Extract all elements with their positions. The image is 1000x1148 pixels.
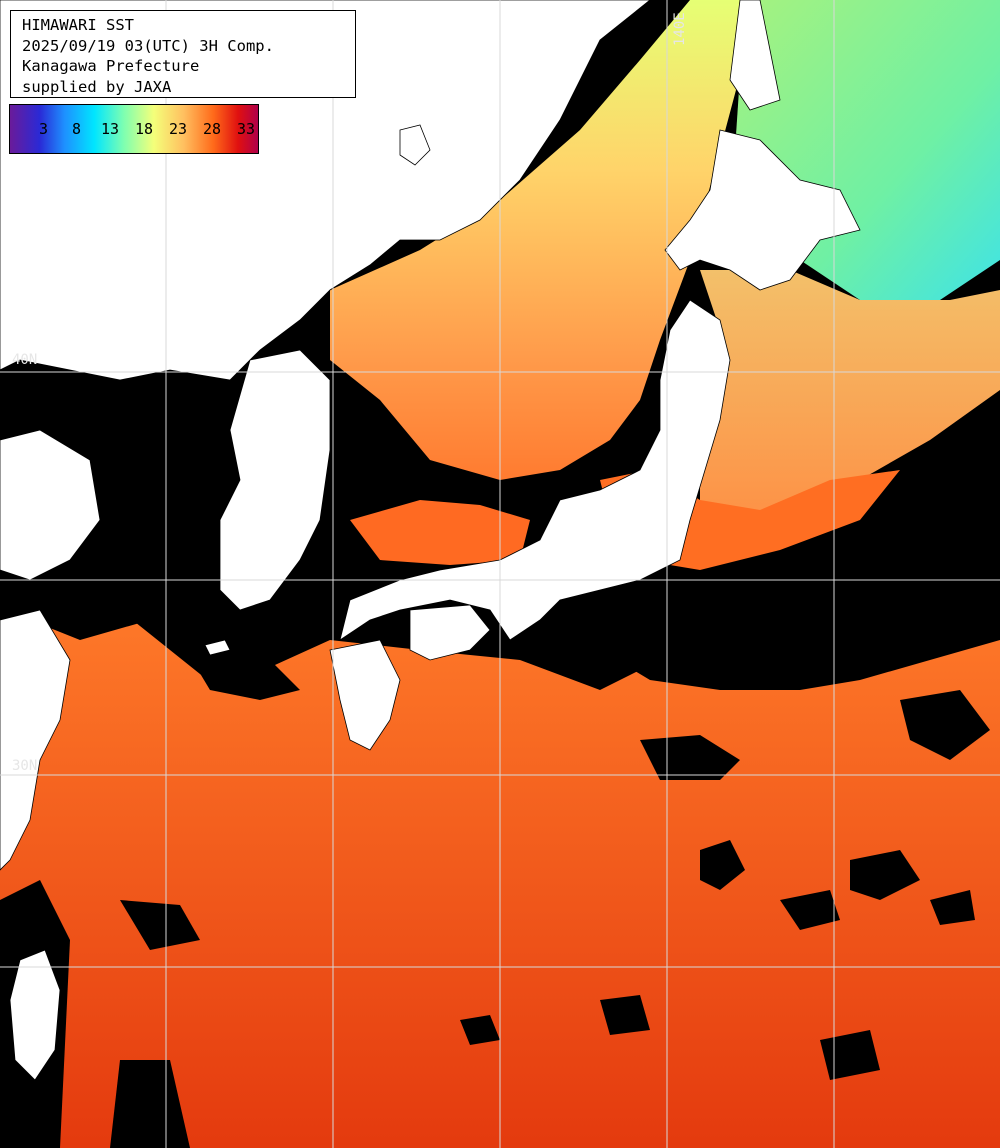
land-shikoku [409, 604, 491, 661]
land-hokkaido [664, 129, 861, 291]
land-island-small [399, 124, 431, 166]
legend-tick: 3 [39, 120, 49, 138]
color-scale-legend: 3 8 13 18 23 28 33 [9, 104, 259, 154]
land-taiwan [9, 949, 61, 1081]
legend-tick: 33 [237, 120, 256, 138]
legend-tick: 28 [203, 120, 222, 138]
land-honshu [339, 299, 731, 641]
land-china-north-coast [0, 429, 101, 581]
grid-label-lat-30n: 30N [12, 758, 38, 774]
land-korea [219, 349, 331, 611]
info-box: HIMAWARI SST 2025/09/19 03(UTC) 3H Comp.… [10, 10, 356, 98]
legend-tick: 18 [135, 120, 154, 138]
map-credit: supplied by JAXA [22, 77, 172, 96]
land-sakhalin [729, 0, 781, 111]
sst-patch-korea-strait [350, 500, 530, 565]
land-china-east-coast [0, 609, 71, 871]
legend-tick: 8 [72, 120, 82, 138]
map-datetime: 2025/09/19 03(UTC) 3H Comp. [22, 36, 274, 55]
sst-sea-of-japan [330, 0, 760, 480]
grid-label-lon-140e: 140E [672, 12, 688, 46]
land-kyushu [329, 639, 401, 751]
legend-tick: 23 [169, 120, 188, 138]
map-title: HIMAWARI SST [22, 16, 134, 34]
legend-tick: 13 [101, 120, 120, 138]
land-jeju [204, 639, 231, 656]
grid-label-lat-40n: 40N [12, 352, 38, 368]
sst-pacific-east-honshu [700, 270, 1000, 560]
map-region: Kanagawa Prefecture [22, 57, 200, 75]
